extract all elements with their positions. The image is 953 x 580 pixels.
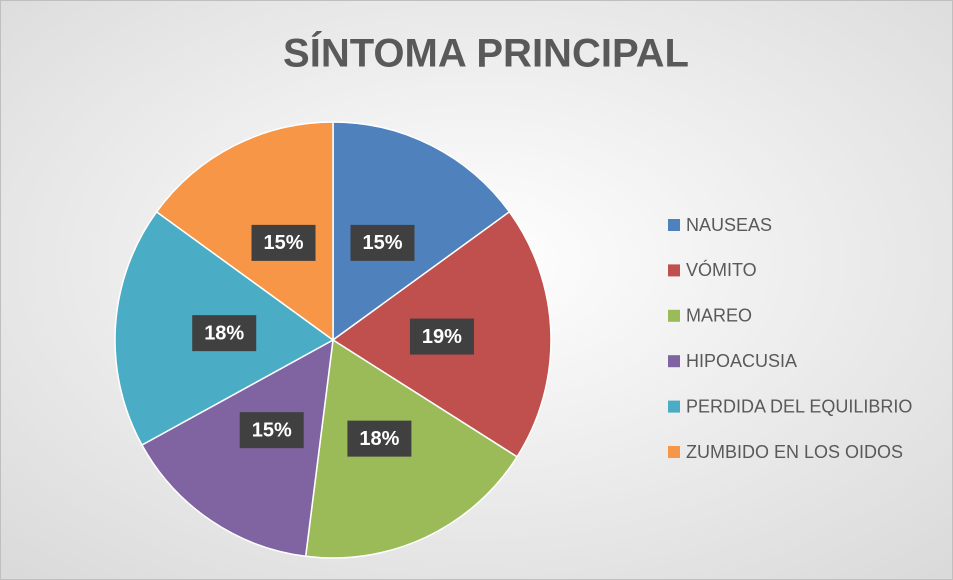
data-label-box	[350, 224, 415, 261]
data-label-box	[347, 420, 412, 457]
data-label: 18%	[204, 322, 244, 344]
legend-swatch	[668, 219, 680, 231]
data-label-box	[251, 224, 316, 261]
legend-swatch	[668, 446, 680, 458]
legend-label: HIPOACUSIA	[686, 351, 797, 371]
legend-swatch	[668, 400, 680, 413]
data-label: 15%	[252, 419, 292, 441]
legend-label: MAREO	[686, 306, 752, 326]
pie-slice	[332, 121, 511, 342]
data-label-box	[192, 315, 257, 352]
pie-slice	[140, 338, 334, 558]
legend-label: NAUSEAS	[686, 215, 772, 235]
legend-swatch	[668, 264, 680, 277]
chart-title: SÍNTOMA PRINCIPAL	[283, 31, 689, 76]
pie-slice	[155, 121, 334, 342]
data-label: 15%	[263, 232, 303, 254]
legend-swatch	[668, 355, 680, 368]
legend-swatch	[668, 309, 680, 322]
data-label-box	[409, 318, 474, 355]
data-label: 19%	[422, 326, 462, 348]
data-label: 18%	[359, 428, 399, 450]
legend-label: PERDIDA DEL EQUILIBRIO	[686, 396, 912, 416]
data-label-box	[239, 412, 304, 449]
data-label: 15%	[362, 232, 402, 254]
legend-label: ZUMBIDO EN LOS OIDOS	[686, 442, 903, 462]
legend-label: VÓMITO	[686, 259, 757, 280]
